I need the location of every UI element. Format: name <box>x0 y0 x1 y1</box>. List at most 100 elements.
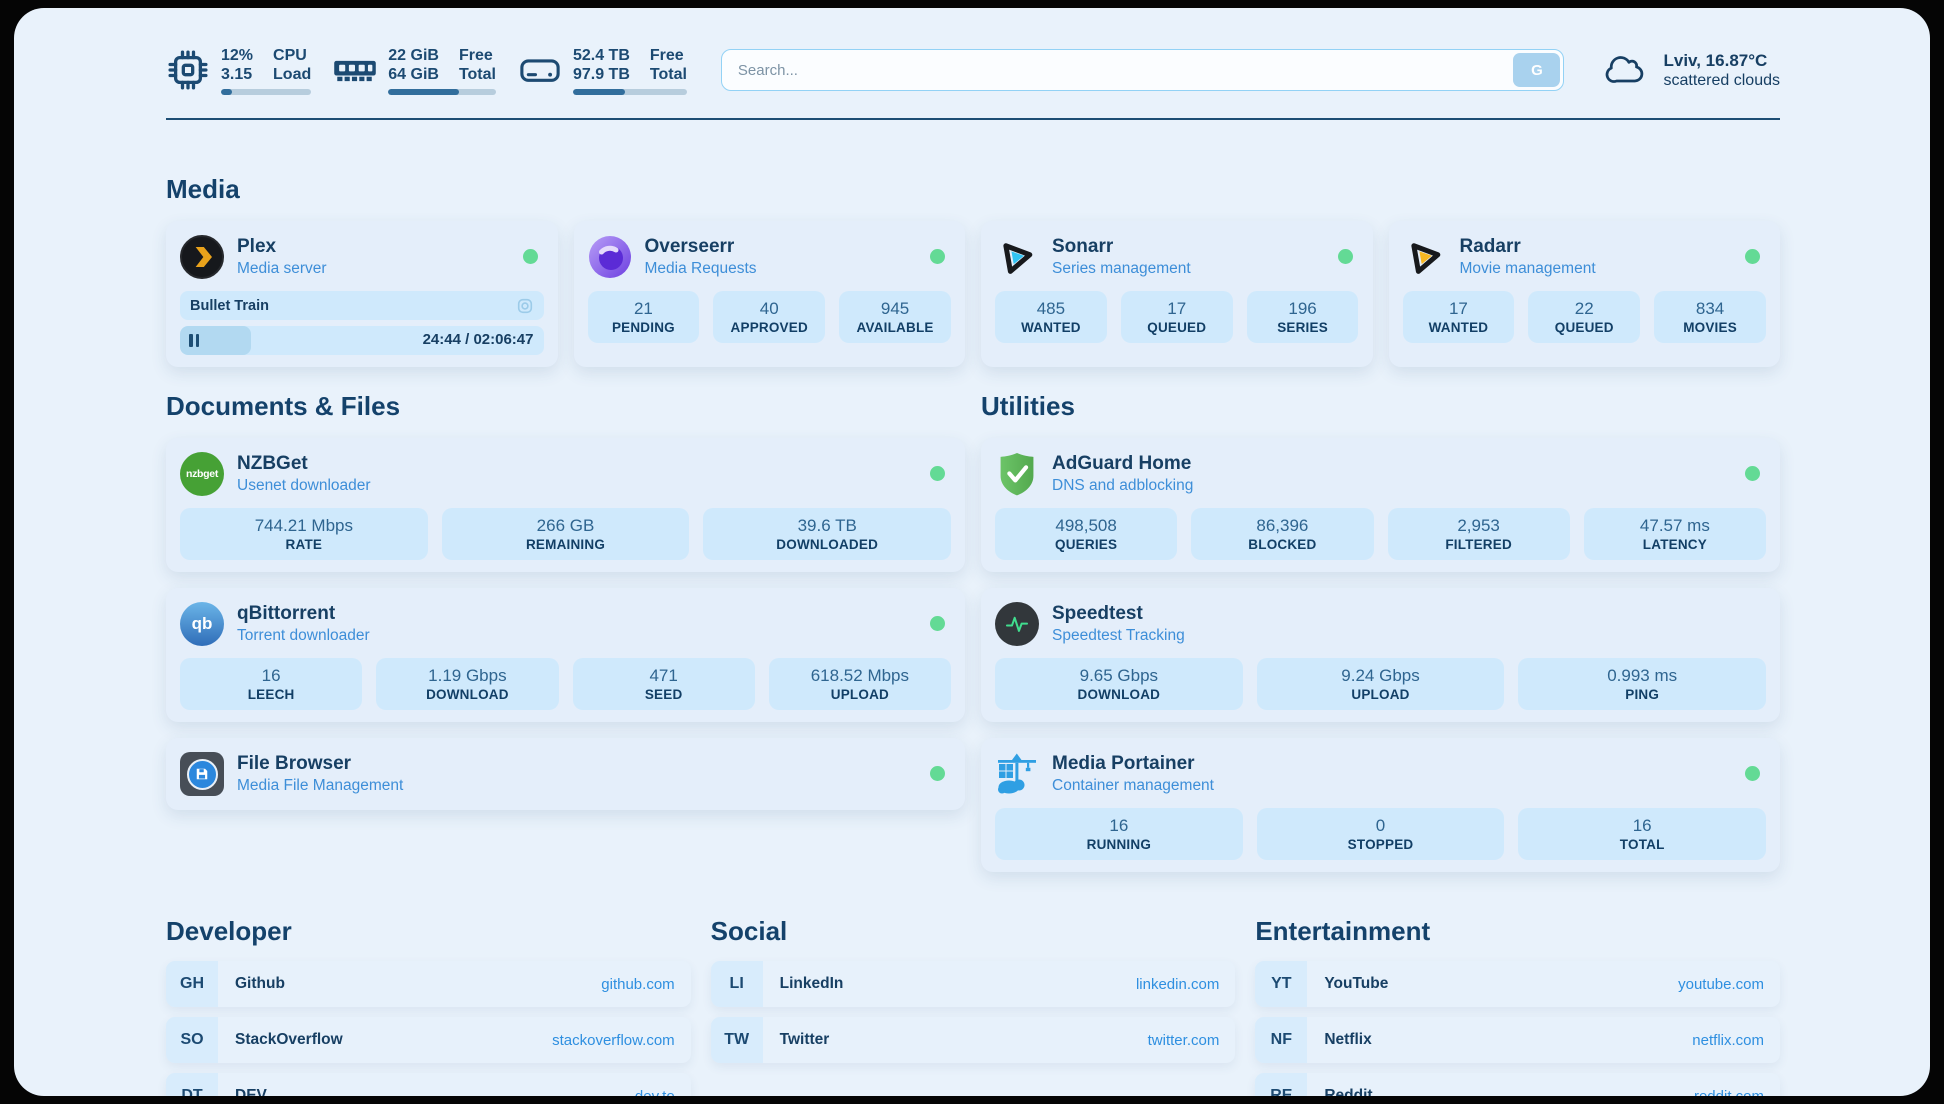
bookmark-stackoverflow[interactable]: SO StackOverflow stackoverflow.com <box>166 1017 691 1063</box>
memory-icon <box>334 60 377 82</box>
bookmark-name: StackOverflow <box>235 1031 343 1048</box>
disk-labels: Free Total <box>649 46 687 83</box>
bookmark-url: github.com <box>601 975 675 993</box>
service-description: Usenet downloader <box>237 477 371 494</box>
disk-icon <box>520 59 560 82</box>
radarr-icon <box>1403 235 1447 279</box>
section-title-media: Media <box>166 174 240 204</box>
disk-total: 97.9 TB <box>572 65 630 83</box>
service-name: Speedtest <box>1052 603 1143 624</box>
bookmark-abbr: SO <box>166 1017 218 1063</box>
bookmark-group-developer: Developer GH Github github.com SO StackO… <box>166 916 691 1096</box>
service-card-adguard[interactable]: AdGuard Home DNS and adblocking 498,508 … <box>981 438 1780 572</box>
disk-free: 52.4 TB <box>572 46 630 64</box>
portainer-icon <box>995 752 1039 796</box>
adguard-icon <box>995 452 1039 496</box>
service-description: Series management <box>1052 260 1191 277</box>
video-icon <box>517 298 532 313</box>
bookmark-url: netflix.com <box>1692 1031 1764 1049</box>
bookmark-netflix[interactable]: NF Netflix netflix.com <box>1255 1017 1780 1063</box>
cpu-labels: CPU Load <box>273 46 312 83</box>
service-card-overseerr[interactable]: Overseerr Media Requests 21 PENDING 40 A… <box>573 221 965 367</box>
weather-widget: Lviv, 16.87°C scattered clouds <box>1604 50 1780 91</box>
cpu-icon <box>168 50 208 90</box>
bookmark-name: Netflix <box>1324 1031 1372 1048</box>
stat-block: 2,953 FILTERED <box>1387 508 1570 560</box>
now-playing-title: Bullet Train <box>190 297 269 314</box>
playback-time: 24:44 / 02:06:47 <box>422 331 534 348</box>
stat-block: 86,396 BLOCKED <box>1191 508 1374 560</box>
status-dot <box>930 249 945 264</box>
service-card-portainer[interactable]: Media Portainer Container management 16 … <box>981 738 1780 872</box>
service-card-filebrowser[interactable]: File Browser Media File Management <box>166 738 965 810</box>
bookmark-name: Twitter <box>779 1031 830 1048</box>
pause-button[interactable] <box>189 334 199 347</box>
status-dot <box>1745 466 1760 481</box>
cloud-icon <box>1606 56 1644 83</box>
bookmark-group-title: Developer <box>166 916 292 946</box>
service-card-qbittorrent[interactable]: qb qBittorrent Torrent downloader 16 LEE… <box>166 588 965 722</box>
bookmark-url: stackoverflow.com <box>552 1031 675 1049</box>
bookmark-name: Github <box>235 975 285 992</box>
memory-total: 64 GiB <box>388 65 439 83</box>
filebrowser-icon <box>180 752 224 796</box>
stat-block: 17 WANTED <box>1402 291 1515 343</box>
disk-widget: 52.4 TB 97.9 TB Free Total <box>518 46 687 95</box>
topbar-divider <box>166 118 1780 120</box>
service-name: Overseerr <box>644 236 735 257</box>
section-media: Media Plex Media server Bullet T <box>166 174 1780 367</box>
bookmark-twitter[interactable]: TW Twitter twitter.com <box>710 1017 1236 1063</box>
bookmark-youtube[interactable]: YT YouTube youtube.com <box>1255 961 1780 1007</box>
stat-block: 834 MOVIES <box>1654 291 1766 343</box>
service-name: Media Portainer <box>1052 753 1195 774</box>
service-description: Speedtest Tracking <box>1052 627 1185 644</box>
bookmark-url: twitter.com <box>1147 1031 1220 1049</box>
cpu-progressbar <box>221 88 312 95</box>
bookmark-abbr: LI <box>710 961 763 1007</box>
section-title-utilities: Utilities <box>981 391 1075 421</box>
service-description: Media File Management <box>237 777 404 794</box>
memory-widget: 22 GiB 64 GiB Free Total <box>333 46 496 95</box>
service-name: AdGuard Home <box>1052 453 1192 474</box>
status-dot <box>522 249 538 264</box>
bookmark-url: youtube.com <box>1678 975 1764 993</box>
section-utilities: Utilities <box>981 391 1780 872</box>
memory-progressbar <box>388 88 496 95</box>
nzbget-icon: nzbget <box>180 452 224 496</box>
bookmark-linkedin[interactable]: LI LinkedIn linkedin.com <box>710 961 1236 1007</box>
service-card-speedtest[interactable]: Speedtest Speedtest Tracking 9.65 Gbps D… <box>981 588 1780 722</box>
service-card-sonarr[interactable]: Sonarr Series management 485 WANTED 17 Q… <box>981 221 1373 367</box>
stat-block: 9.65 Gbps DOWNLOAD <box>995 658 1243 710</box>
cpu-values: 12% 3.15 <box>221 46 253 84</box>
bookmark-dev[interactable]: DT DEV dev.to <box>166 1073 691 1096</box>
stat-block: 471 SEED <box>572 658 755 710</box>
stat-block: 618.52 Mbps UPLOAD <box>768 658 951 710</box>
stat-block: 40 APPROVED <box>713 291 826 343</box>
service-card-nzbget[interactable]: nzbget NZBGet Usenet downloader 744.21 M… <box>166 438 965 572</box>
stat-block: 266 GB REMAINING <box>441 508 690 560</box>
stat-block: 21 PENDING <box>587 291 700 343</box>
service-name: Radarr <box>1459 236 1521 257</box>
bookmark-name: YouTube <box>1324 975 1389 992</box>
stat-block: 47.57 ms LATENCY <box>1583 508 1766 560</box>
stat-block: 744.21 Mbps RATE <box>180 508 428 560</box>
service-card-plex[interactable]: Plex Media server Bullet Train 24:44 / 0… <box>166 221 558 367</box>
bookmark-reddit[interactable]: RE Reddit reddit.com <box>1255 1073 1780 1096</box>
stat-block: 16 RUNNING <box>995 808 1243 860</box>
stat-block: 16 LEECH <box>180 658 363 710</box>
sonarr-icon <box>995 235 1039 279</box>
plex-icon <box>180 235 224 279</box>
search-input[interactable] <box>720 49 1565 91</box>
service-card-radarr[interactable]: Radarr Movie management 17 WANTED 22 QUE… <box>1388 221 1780 367</box>
bookmark-url: linkedin.com <box>1135 975 1220 993</box>
service-description: Torrent downloader <box>237 627 370 644</box>
service-description: Media Requests <box>644 260 757 277</box>
bookmark-group-title: Social <box>710 916 788 946</box>
service-name: Plex <box>237 236 277 257</box>
dashboard-page: 12% 3.15 CPU Load <box>14 8 1930 1096</box>
stat-block: 17 QUEUED <box>1120 291 1233 343</box>
bookmark-github[interactable]: GH Github github.com <box>166 961 691 1007</box>
service-name: Sonarr <box>1052 236 1114 257</box>
search-provider-button[interactable]: G <box>1513 53 1561 87</box>
